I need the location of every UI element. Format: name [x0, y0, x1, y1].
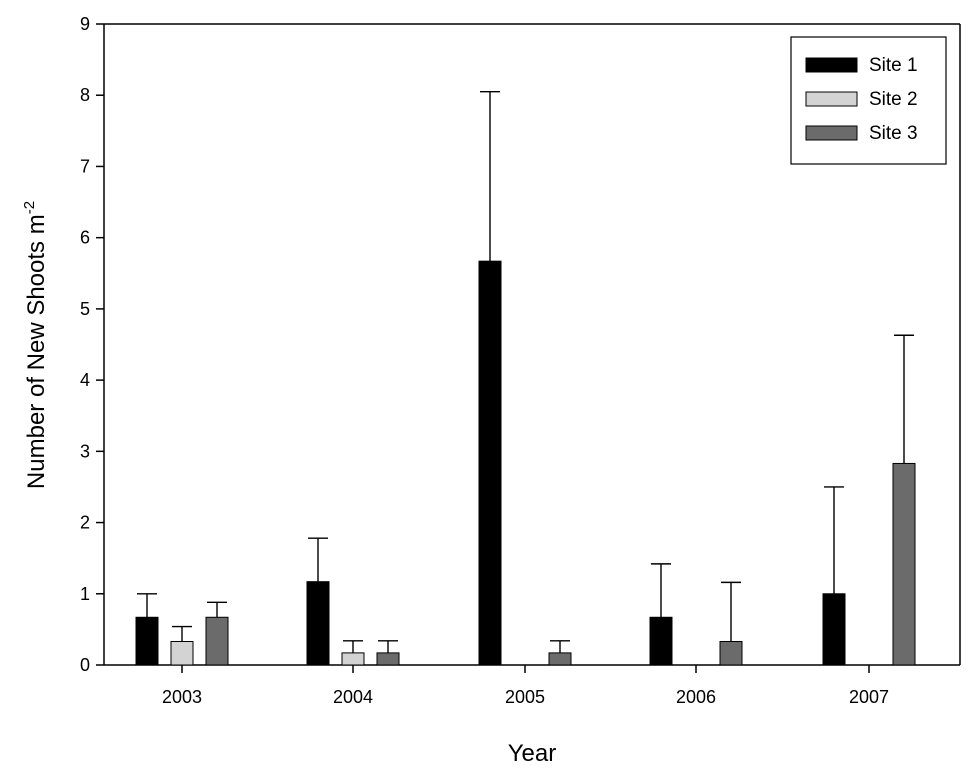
- bar-site-2: [341, 652, 365, 666]
- bar-site-3: [376, 652, 400, 666]
- error-bars: [137, 90, 914, 653]
- axes: [103, 23, 961, 666]
- y-tick-label: 5: [80, 299, 90, 319]
- y-tick-label: 1: [80, 584, 90, 604]
- y-tick-label: 7: [80, 156, 90, 176]
- y-ticks: 0 1 2 3 4 5 6 7 8 9: [80, 14, 104, 675]
- x-tick-label: 2007: [849, 687, 889, 707]
- y-tick-label: 9: [80, 14, 90, 34]
- y-tick-label: 8: [80, 85, 90, 105]
- x-ticks: 2003 2004 2005 2006 2007: [162, 665, 889, 707]
- legend-swatch-site-3: [805, 125, 858, 141]
- y-tick-label: 3: [80, 441, 90, 461]
- x-tick-label: 2003: [162, 687, 202, 707]
- y-axis-title-superscript: -2: [21, 201, 38, 214]
- bar-site-1: [306, 581, 330, 666]
- y-tick-label: 0: [80, 655, 90, 675]
- y-tick-label: 4: [80, 370, 90, 390]
- bar-site-1: [649, 616, 673, 666]
- legend: Site 1 Site 2 Site 3: [790, 36, 947, 165]
- legend-swatch-site-1: [805, 57, 858, 73]
- legend-label-site-2: Site 2: [869, 89, 918, 110]
- bar-site-1: [135, 616, 159, 666]
- y-tick-label: 6: [80, 228, 90, 248]
- legend-swatch-site-2: [805, 91, 858, 107]
- x-axis-title: Year: [508, 740, 557, 767]
- bar-site-1: [822, 593, 846, 666]
- bars: [135, 260, 916, 666]
- legend-label-site-1: Site 1: [869, 55, 918, 76]
- legend-label-site-3: Site 3: [869, 123, 918, 144]
- y-axis-title-main: Number of New Shoots m: [23, 214, 50, 489]
- bar-site-3: [892, 462, 916, 666]
- bar-site-3: [205, 616, 229, 666]
- bar-site-2: [170, 640, 194, 666]
- x-tick-label: 2005: [505, 687, 545, 707]
- bar-site-3: [548, 652, 572, 666]
- bar-site-3: [719, 640, 743, 666]
- y-axis-title: Number of New Shoots m-2: [21, 201, 50, 489]
- y-tick-label: 2: [80, 513, 90, 533]
- x-tick-label: 2004: [333, 687, 373, 707]
- x-tick-label: 2006: [676, 687, 716, 707]
- bar-site-1: [478, 260, 502, 666]
